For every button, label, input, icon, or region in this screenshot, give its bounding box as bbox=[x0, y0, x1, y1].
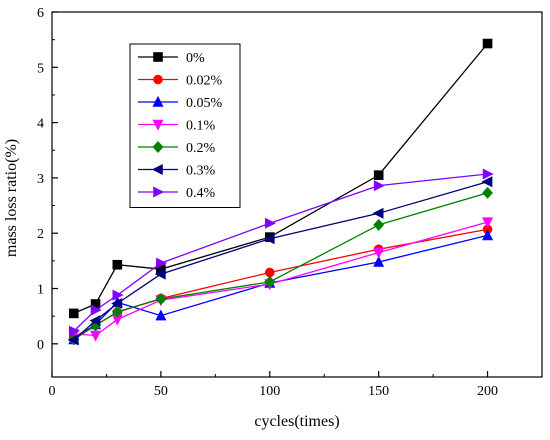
data-point bbox=[482, 217, 494, 229]
data-point bbox=[373, 255, 385, 267]
data-point bbox=[373, 180, 385, 192]
series-0 bbox=[68, 38, 493, 319]
legend-item: 0.1% bbox=[138, 119, 216, 134]
axes: 0 50 100 150 200 0 1 2 3 4 5 6 bbox=[37, 6, 498, 399]
legend-item: 0% bbox=[138, 51, 205, 66]
y-tick-label: 5 bbox=[37, 61, 44, 76]
data-point bbox=[67, 334, 79, 346]
legend-item: 0.4% bbox=[138, 186, 216, 201]
legend-label: 0.4% bbox=[186, 186, 216, 201]
legend-marker bbox=[152, 119, 164, 131]
data-point bbox=[155, 309, 167, 321]
y-tick-label: 0 bbox=[37, 338, 44, 353]
data-point bbox=[156, 257, 168, 269]
x-tick-label: 50 bbox=[154, 384, 168, 399]
data-point bbox=[89, 315, 101, 327]
legend-item: 0.05% bbox=[138, 95, 223, 111]
data-point bbox=[373, 170, 384, 180]
legend-box bbox=[129, 43, 241, 208]
data-point bbox=[482, 186, 493, 199]
data-point bbox=[111, 305, 123, 318]
x-tick-label: 0 bbox=[49, 384, 56, 399]
x-tick-label: 100 bbox=[259, 384, 280, 399]
legend: 0% 0.02% 0.05% 0.1% 0.2% 0.3% 0.4% bbox=[129, 43, 241, 208]
data-point bbox=[481, 176, 493, 188]
x-tick-label: 150 bbox=[368, 384, 389, 399]
data-point bbox=[482, 229, 494, 241]
data-point bbox=[68, 308, 79, 319]
data-point bbox=[68, 325, 80, 337]
data-point bbox=[111, 297, 123, 309]
data-point bbox=[112, 289, 124, 301]
y-axis-label: mass loss ratio(%) bbox=[3, 139, 20, 257]
x-tick-label: 200 bbox=[477, 384, 498, 399]
legend-label: 0.2% bbox=[186, 141, 216, 156]
legend-marker bbox=[152, 141, 164, 153]
data-point bbox=[373, 218, 385, 231]
data-point bbox=[373, 247, 385, 259]
legend-label: 0.3% bbox=[186, 164, 216, 179]
legend-item: 0.2% bbox=[138, 141, 216, 156]
series-5 bbox=[67, 176, 493, 346]
legend-label: 0.02% bbox=[186, 74, 223, 89]
data-point bbox=[263, 233, 275, 245]
data-point bbox=[112, 259, 123, 270]
legend-label: 0.05% bbox=[186, 96, 223, 111]
series-6 bbox=[68, 168, 494, 337]
data-point bbox=[155, 293, 167, 305]
y-tick-label: 2 bbox=[37, 227, 44, 242]
data-point bbox=[264, 275, 276, 288]
legend-marker bbox=[152, 95, 164, 107]
data-point bbox=[90, 304, 102, 316]
data-point bbox=[264, 267, 275, 278]
data-point bbox=[264, 217, 276, 229]
legend-item: 0.02% bbox=[138, 74, 223, 89]
data-point bbox=[482, 38, 493, 49]
y-tick-label: 6 bbox=[37, 6, 44, 21]
legend-label: 0.1% bbox=[186, 119, 216, 134]
data-point bbox=[482, 168, 494, 180]
data-point bbox=[154, 268, 166, 280]
legend-marker bbox=[151, 164, 163, 175]
y-tick-label: 3 bbox=[37, 172, 44, 187]
legend-label: 0% bbox=[186, 51, 205, 66]
y-tick-label: 1 bbox=[37, 283, 44, 298]
x-axis-label: cycles(times) bbox=[254, 413, 339, 430]
series-layer bbox=[67, 38, 494, 346]
legend-marker bbox=[153, 74, 163, 85]
data-point bbox=[372, 207, 384, 219]
legend-marker bbox=[153, 52, 163, 62]
legend-marker bbox=[153, 186, 165, 198]
legend-item: 0.3% bbox=[138, 164, 216, 179]
y-tick-label: 4 bbox=[37, 117, 44, 132]
